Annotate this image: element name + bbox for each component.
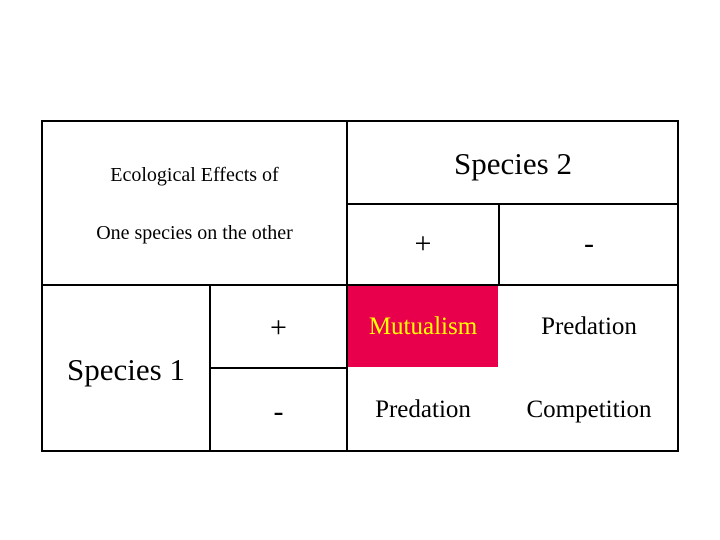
- divider-header-species2: [346, 203, 679, 205]
- divider-header-bottom: [41, 284, 679, 286]
- column-header-plus: +: [414, 227, 432, 260]
- divider-vertical-main: [346, 120, 348, 452]
- row-header-minus: -: [273, 395, 284, 428]
- column-header-minus: -: [584, 227, 594, 260]
- row-header-plus: +: [270, 311, 287, 344]
- cell-predation-top: Predation: [541, 312, 637, 340]
- species-2-label: Species 2: [454, 146, 572, 181]
- divider-row-middle: [209, 367, 346, 369]
- title-line-1: Ecological Effects of: [110, 163, 279, 186]
- species-1-label: Species 1: [67, 352, 185, 387]
- interaction-table: [41, 120, 679, 452]
- cell-mutualism: Mutualism: [348, 286, 498, 367]
- cell-predation-bottom: Predation: [375, 395, 471, 423]
- divider-vertical-species2-cols: [498, 203, 500, 286]
- cell-competition: Competition: [526, 395, 652, 423]
- title-line-2: One species on the other: [96, 221, 293, 244]
